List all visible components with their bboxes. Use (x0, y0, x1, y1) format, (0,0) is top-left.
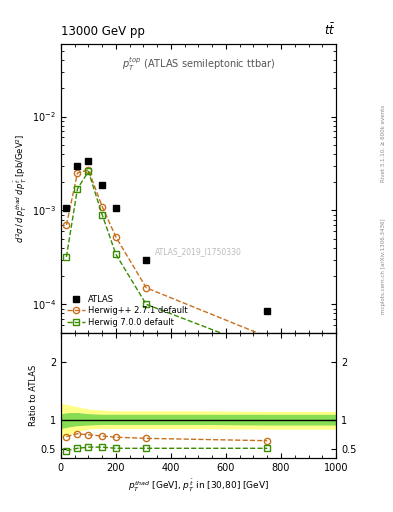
Herwig++ 2.7.1 default (64, 222, 69, 228)
ATLAS (114, 205, 118, 211)
Text: mcplots.cern.ch [arXiv:1306.3436]: mcplots.cern.ch [arXiv:1306.3436] (381, 219, 386, 314)
Herwig++ 2.7.1 default (144, 285, 149, 291)
Line: ATLAS: ATLAS (63, 157, 270, 314)
ATLAS (100, 182, 105, 188)
Herwig 7.0.0 default (86, 168, 91, 175)
Herwig 7.0.0 default (64, 254, 69, 260)
Legend: ATLAS, Herwig++ 2.7.1 default, Herwig 7.0.0 default: ATLAS, Herwig++ 2.7.1 default, Herwig 7.… (65, 293, 190, 328)
Herwig 7.0.0 default (265, 348, 270, 354)
Herwig++ 2.7.1 default (75, 170, 80, 176)
ATLAS (144, 257, 149, 263)
Herwig++ 2.7.1 default (86, 167, 91, 173)
ATLAS (64, 205, 69, 211)
ATLAS (265, 308, 270, 314)
Herwig 7.0.0 default (144, 301, 149, 307)
Text: $p_T^{top}$ (ATLAS semileptonic ttbar): $p_T^{top}$ (ATLAS semileptonic ttbar) (122, 55, 275, 73)
Herwig++ 2.7.1 default (100, 203, 105, 209)
Text: ATLAS_2019_I1750330: ATLAS_2019_I1750330 (155, 247, 242, 256)
ATLAS (75, 163, 80, 169)
Y-axis label: $d^2\sigma\,/\,d\,p_T^{thad}\,d\,p_T^{\bar{t}}$ [pb/GeV$^2$]: $d^2\sigma\,/\,d\,p_T^{thad}\,d\,p_T^{\b… (13, 133, 29, 243)
Text: $t\bar{t}$: $t\bar{t}$ (325, 23, 336, 38)
Text: 13000 GeV pp: 13000 GeV pp (61, 26, 145, 38)
Herwig 7.0.0 default (114, 251, 118, 258)
Line: Herwig 7.0.0 default: Herwig 7.0.0 default (63, 168, 270, 354)
X-axis label: $p_T^{thad}$ [GeV], $p_T^{\bar{t}}$ in [30,80] [GeV]: $p_T^{thad}$ [GeV], $p_T^{\bar{t}}$ in [… (128, 477, 269, 494)
Text: Rivet 3.1.10, ≥ 600k events: Rivet 3.1.10, ≥ 600k events (381, 105, 386, 182)
Herwig 7.0.0 default (75, 186, 80, 192)
Y-axis label: Ratio to ATLAS: Ratio to ATLAS (29, 365, 38, 426)
Line: Herwig++ 2.7.1 default: Herwig++ 2.7.1 default (63, 167, 270, 340)
Herwig++ 2.7.1 default (114, 234, 118, 240)
Herwig++ 2.7.1 default (265, 334, 270, 340)
ATLAS (86, 158, 91, 164)
Herwig 7.0.0 default (100, 211, 105, 218)
